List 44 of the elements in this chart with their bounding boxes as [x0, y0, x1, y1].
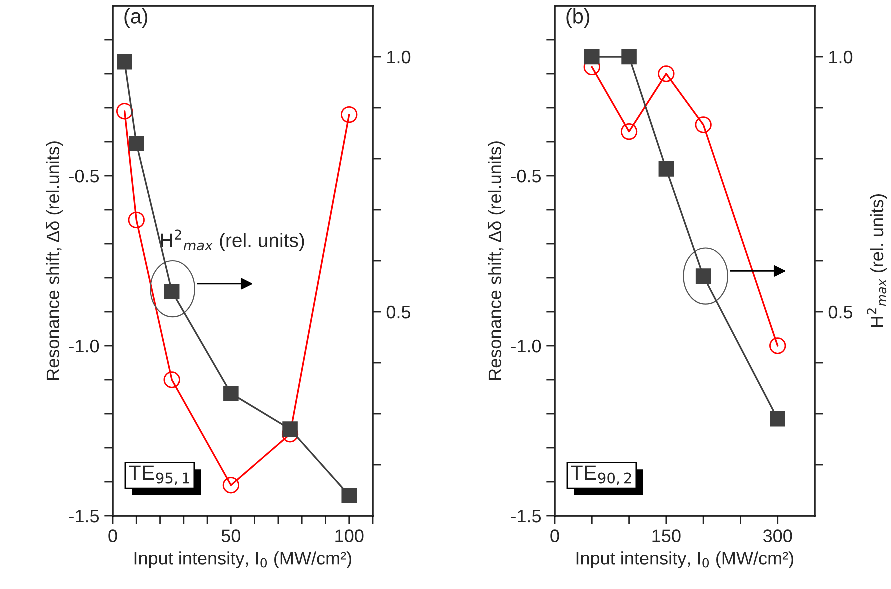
x-tick-label: 300 [763, 530, 792, 542]
annotation: (b) [566, 8, 590, 28]
point [658, 66, 675, 82]
y2-tick-label: 1.0 [830, 50, 853, 64]
point [224, 386, 239, 402]
x-tick-label: 0 [108, 530, 118, 542]
y2-tick-label: 1.0 [388, 50, 411, 64]
point [128, 212, 145, 229]
y2-tick-label: 0.5 [828, 306, 853, 319]
x-axis-title: Input intensity, I$_{0}$ (MW/cm²) [576, 552, 794, 568]
point [282, 422, 298, 437]
y-tick-label: -1.5 [70, 510, 100, 523]
y2-axis-title: H$^{2}$$_{max}$ (rel. units) [867, 194, 888, 328]
annotation: (a) [124, 8, 148, 28]
point [770, 411, 786, 427]
point [164, 372, 180, 388]
point [770, 338, 786, 354]
x-tick-label: 50 [222, 530, 241, 542]
annotation: TE$_{90,2}$ [571, 466, 632, 486]
point [658, 162, 674, 177]
y-tick-label: -0.5 [70, 170, 100, 183]
y-tick-label: -1.0 [70, 340, 100, 353]
point [695, 116, 712, 134]
point [622, 49, 637, 65]
point [342, 488, 358, 504]
x-tick-label: 150 [652, 530, 681, 542]
x-tick-label: 0 [550, 530, 560, 542]
y-axis-title: Resonance shift, Δδ (rel.units) [46, 142, 64, 380]
x-tick-label: 100 [336, 530, 364, 542]
y-tick-label: -1.5 [512, 510, 542, 523]
point [128, 136, 144, 152]
y-tick-label: -1.0 [512, 340, 542, 353]
x-axis-title: Input intensity, I$_{0}$ (MW/cm²) [134, 552, 352, 568]
point [584, 49, 600, 65]
point [222, 477, 240, 494]
y2-tick-label: 0.5 [386, 306, 411, 319]
y-axis-title: Resonance shift, Δδ (rel.units) [488, 142, 506, 380]
y-tick-label: -0.5 [512, 170, 542, 183]
point [117, 54, 132, 70]
point [116, 103, 134, 120]
annotation: TE$_{95,1}$ [129, 466, 190, 486]
annotation: H$^{2}$$_{max}$ (rel. units) [161, 230, 304, 252]
point [341, 106, 358, 124]
point [620, 123, 638, 140]
